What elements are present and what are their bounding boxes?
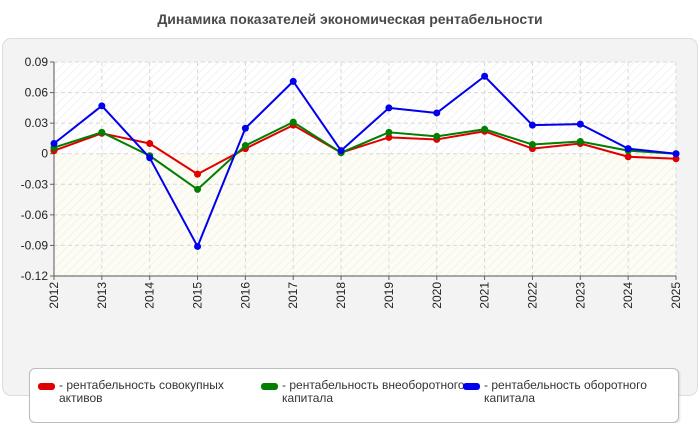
x-tick-label: 2013	[95, 282, 109, 309]
data-point-series-2	[481, 72, 489, 80]
y-tick-label: -0.12	[21, 269, 49, 283]
y-tick-label: 0	[41, 147, 48, 161]
x-tick-label: 2012	[47, 282, 61, 309]
legend-item-working-capital: - рентабельность оборотного капитала	[463, 379, 669, 405]
data-point-series-2	[146, 154, 154, 162]
legend-item-total-assets: - рентабельность совокупных активов	[38, 379, 244, 405]
legend-swatch-green	[261, 383, 278, 390]
legend-item-fixed-capital: - рентабельность внеоборотного капитала	[261, 379, 467, 405]
legend-prefix: -	[59, 378, 63, 392]
data-point-series-1	[194, 185, 202, 193]
data-point-series-2	[624, 145, 632, 153]
y-tick-label: 0.09	[25, 55, 49, 69]
x-tick-label: 2017	[286, 282, 300, 309]
data-point-series-2	[98, 102, 106, 110]
y-tick-label: -0.06	[21, 208, 49, 222]
x-tick-label: 2021	[478, 282, 492, 309]
data-point-series-1	[576, 137, 584, 145]
x-tick-label: 2015	[191, 282, 205, 309]
data-point-series-2	[241, 124, 249, 132]
legend-label: рентабельность внеоборотного капитала	[282, 378, 465, 405]
data-point-series-0	[624, 153, 632, 161]
chart-legend: - рентабельность совокупных активов - ре…	[29, 368, 679, 423]
data-point-series-1	[289, 118, 297, 126]
data-point-series-2	[433, 109, 441, 117]
data-point-series-1	[433, 132, 441, 140]
data-point-series-1	[98, 128, 106, 136]
x-tick-label: 2018	[334, 282, 348, 309]
data-point-series-2	[50, 140, 58, 148]
y-tick-label: 0.06	[25, 86, 49, 100]
x-tick-label: 2020	[430, 282, 444, 309]
legend-prefix: -	[484, 378, 488, 392]
y-tick-label: -0.03	[21, 177, 49, 191]
data-point-series-1	[528, 141, 536, 149]
data-point-series-0	[146, 140, 154, 148]
chart-card: 0.09 0.06 0.03 0 -0.03 -0.06 -0.09 -0.12 2012 201…	[2, 38, 698, 423]
data-point-series-1	[481, 125, 489, 133]
data-point-series-2	[528, 121, 536, 129]
data-point-series-0	[385, 133, 393, 141]
data-point-series-2	[289, 77, 297, 85]
x-tick-label: 2016	[238, 282, 252, 309]
legend-prefix: -	[282, 378, 286, 392]
x-tick-label: 2022	[525, 282, 539, 309]
legend-label: рентабельность совокупных активов	[59, 378, 224, 405]
data-point-series-1	[385, 128, 393, 136]
chart-title: Динамика показателей экономическая рента…	[157, 11, 543, 27]
legend-label: рентабельность оборотного капитала	[484, 378, 647, 405]
x-tick-label: 2023	[573, 282, 587, 309]
x-tick-label: 2019	[382, 282, 396, 309]
x-tick-label: 2024	[621, 282, 635, 309]
series-line-2	[53, 75, 677, 248]
data-point-series-2	[672, 150, 680, 158]
series-line-1	[53, 121, 677, 191]
data-point-series-2	[337, 147, 345, 155]
y-tick-label: 0.03	[25, 116, 49, 130]
data-point-series-0	[194, 170, 202, 178]
plot-background-upper	[54, 62, 676, 154]
data-point-series-1	[241, 142, 249, 150]
data-point-series-0	[672, 155, 680, 163]
data-point-series-2	[576, 120, 584, 128]
legend-swatch-red	[38, 383, 55, 390]
data-point-series-2	[194, 242, 202, 250]
y-tick-label: -0.09	[21, 238, 49, 252]
x-tick-label: 2014	[143, 282, 157, 309]
data-point-series-2	[385, 104, 393, 112]
x-tick-label: 2025	[669, 282, 683, 309]
series-line-0	[53, 124, 677, 176]
legend-swatch-blue	[463, 383, 480, 390]
